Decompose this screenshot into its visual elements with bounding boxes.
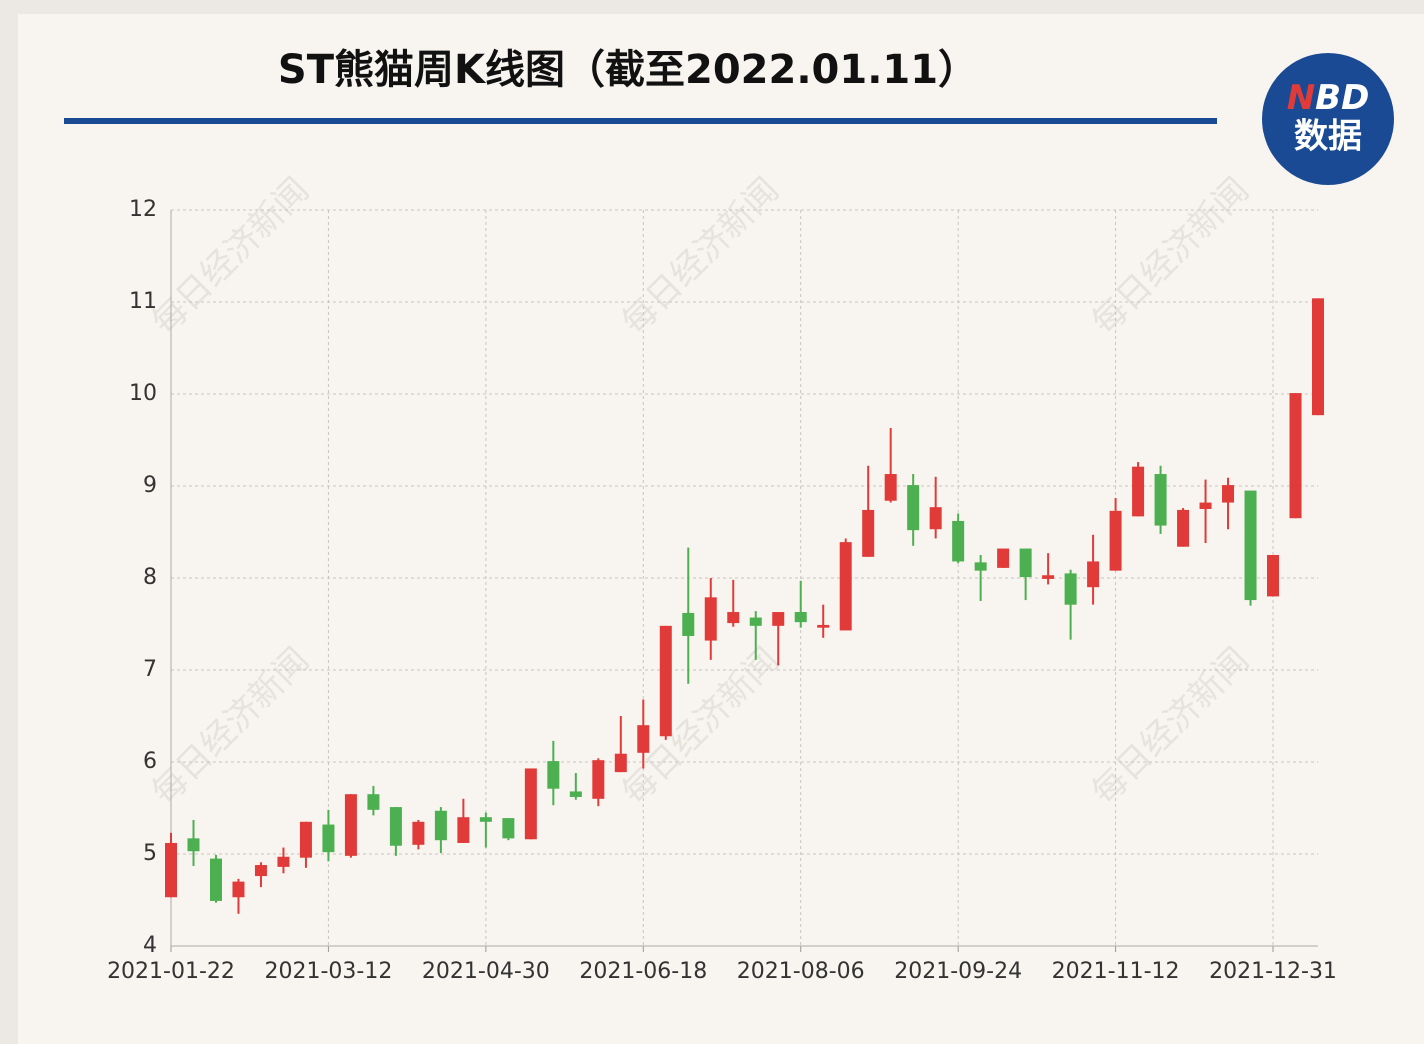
- candle-body: [749, 617, 762, 626]
- x-tick-label: 2021-12-31: [1209, 959, 1337, 984]
- candle-body: [817, 624, 830, 628]
- x-tick-label: 2021-11-12: [1052, 959, 1180, 984]
- candle-body: [1154, 474, 1167, 526]
- candle-body: [1289, 393, 1302, 519]
- candle-body: [299, 821, 312, 858]
- candle-body: [1199, 502, 1212, 509]
- y-tick-label: 7: [143, 657, 157, 682]
- logo-bd: BD: [1315, 78, 1369, 118]
- y-tick-label: 9: [143, 473, 157, 498]
- candle-body: [524, 768, 537, 840]
- candle-body: [1312, 298, 1324, 416]
- candle-body: [929, 507, 942, 530]
- candle-body: [772, 612, 785, 626]
- logo: [1262, 53, 1394, 185]
- title-rule: [64, 118, 1217, 124]
- logo-label: 数据: [1294, 117, 1362, 157]
- candle-body: [367, 794, 380, 810]
- x-tick-label: 2021-06-18: [579, 959, 707, 984]
- candle-body: [794, 612, 807, 623]
- y-tick-label: 4: [143, 933, 157, 958]
- candle-body: [839, 542, 852, 631]
- candle-body: [232, 881, 245, 898]
- x-tick-label: 2021-08-06: [737, 959, 865, 984]
- candle-body: [389, 807, 402, 846]
- candle-body: [1132, 466, 1145, 517]
- candle-body: [1064, 573, 1077, 605]
- candle-body: [479, 817, 492, 822]
- candle-body: [907, 485, 920, 531]
- candle-body: [997, 548, 1010, 568]
- y-tick-label: 12: [129, 197, 157, 222]
- candle-body: [1019, 548, 1032, 578]
- candle-body: [569, 791, 582, 797]
- candle-body: [434, 810, 447, 841]
- candle-body: [1042, 575, 1055, 579]
- candle-body: [209, 858, 222, 901]
- panel: [18, 14, 1424, 1044]
- candle-body: [187, 838, 200, 852]
- y-tick-label: 8: [143, 565, 157, 590]
- candle-body: [277, 856, 290, 867]
- x-tick-label: 2021-03-12: [265, 959, 393, 984]
- candle-body: [682, 612, 695, 636]
- x-tick-label: 2021-01-22: [107, 959, 235, 984]
- y-tick-label: 11: [129, 289, 157, 314]
- candle-body: [412, 821, 425, 845]
- candle-body: [884, 474, 897, 501]
- candle-body: [165, 842, 177, 898]
- candle-body: [614, 753, 627, 773]
- candle-body: [1087, 561, 1100, 588]
- x-tick-label: 2021-09-24: [894, 959, 1022, 984]
- candle-body: [862, 509, 875, 557]
- candle-body: [727, 612, 740, 624]
- candle-body: [952, 520, 965, 562]
- candle-body: [974, 562, 987, 571]
- candle-body: [322, 824, 335, 853]
- candle-body: [592, 760, 605, 799]
- candle-body: [659, 625, 672, 737]
- y-tick-label: 6: [143, 749, 157, 774]
- candle-body: [457, 817, 470, 843]
- y-tick-label: 5: [143, 841, 157, 866]
- x-tick-label: 2021-04-30: [422, 959, 550, 984]
- candle-body: [1267, 555, 1280, 597]
- candle-body: [1244, 490, 1257, 601]
- candle-body: [1222, 485, 1235, 503]
- candle-body: [637, 725, 650, 753]
- candle-body: [704, 597, 717, 641]
- chart-title: ST熊猫周K线图（截至2022.01.11）: [278, 47, 978, 93]
- logo-mark: NBD: [1287, 78, 1370, 118]
- candle-body: [1109, 510, 1122, 571]
- candle-body: [547, 761, 560, 789]
- y-tick-label: 10: [129, 381, 157, 406]
- candle-body: [502, 818, 515, 839]
- candle-body: [344, 794, 357, 856]
- candle-body: [1177, 509, 1190, 547]
- logo-n: N: [1287, 78, 1315, 118]
- candle-body: [254, 865, 267, 877]
